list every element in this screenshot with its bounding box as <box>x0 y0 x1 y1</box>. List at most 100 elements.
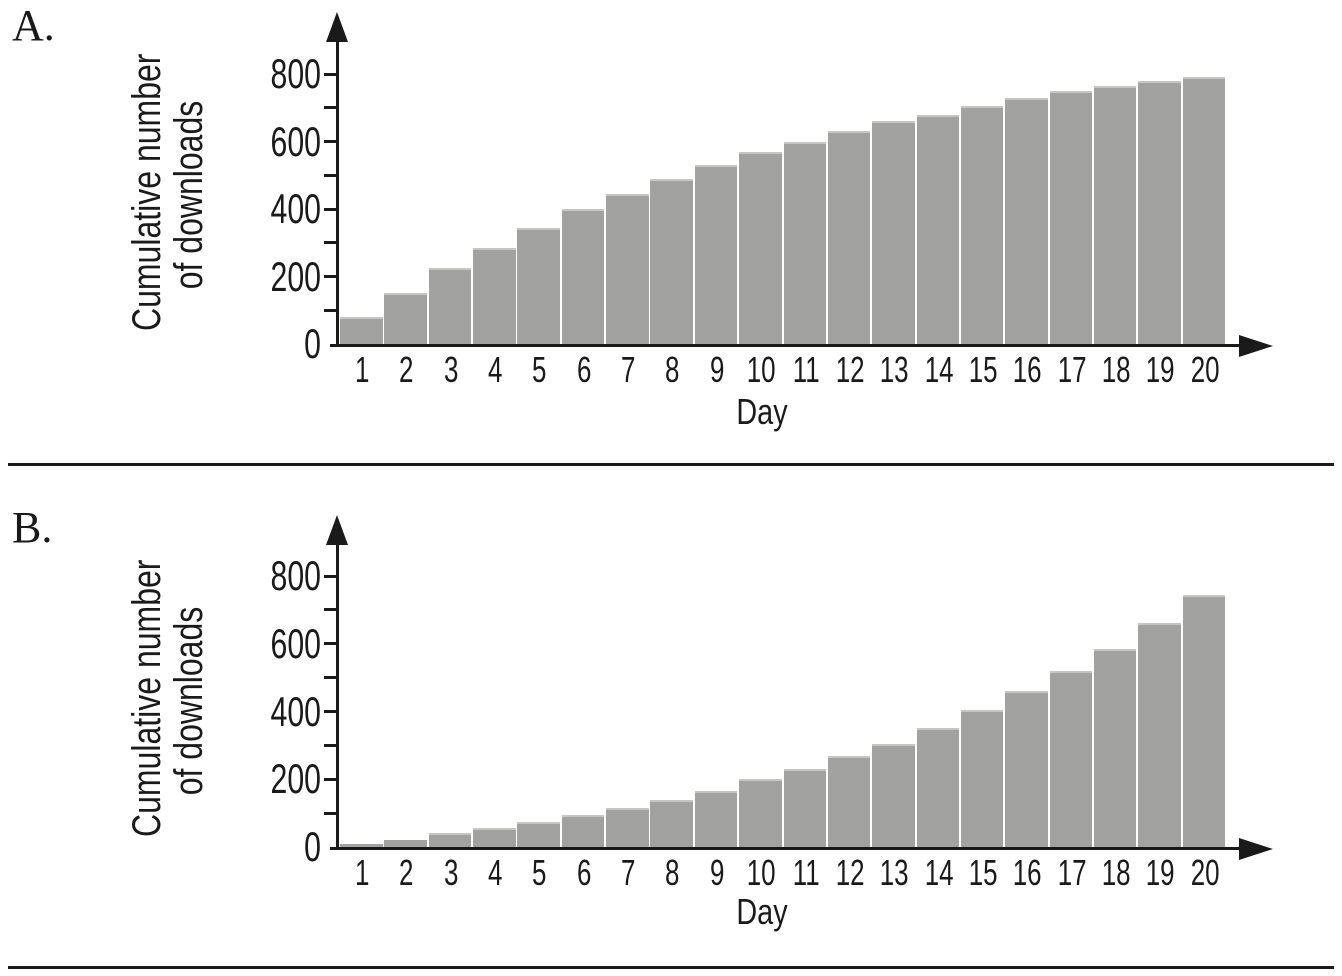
panel-b-x-tick-label-3: 3 <box>443 852 459 893</box>
panel-b-x-tick-label-16: 16 <box>1012 852 1042 893</box>
panel-b-bar-day-3 <box>428 833 472 847</box>
panel-a-x-axis-arrowhead <box>1239 334 1273 357</box>
panel-b-bar-day-12 <box>827 755 871 847</box>
panel-b-bar-day-7 <box>606 808 649 847</box>
panel-a-y-axis-line <box>335 36 339 347</box>
panel-b-x-axis-title: Day <box>736 891 788 932</box>
panel-b-x-tick-label-20: 20 <box>1190 852 1220 893</box>
panel-a-bar-day-11 <box>783 141 826 344</box>
panel-a-y-tick-600 <box>323 140 336 143</box>
panel-a-x-tick-label-8: 8 <box>665 349 680 390</box>
panel-a-bar-day-9 <box>694 165 738 344</box>
panel-b-y-axis-line <box>335 539 339 850</box>
bottom-border-line <box>8 966 1334 969</box>
panel-b-x-axis-arrowhead <box>1239 837 1273 860</box>
panel-a-y-tick-200 <box>323 275 336 278</box>
panel-b-y-tick-label-600: 600 <box>270 619 321 667</box>
panel-a-x-axis-title: Day <box>736 391 788 432</box>
y-axis-title-line1: Cumulative number <box>125 53 169 331</box>
panel-b-x-tick-label-2: 2 <box>399 852 414 893</box>
panel-a-x-axis-line <box>330 344 1241 347</box>
panel-a-x-tick-label-20: 20 <box>1190 349 1220 390</box>
panel-b-x-tick-label-10: 10 <box>746 852 776 893</box>
panel-b-bar-day-15 <box>960 709 1004 847</box>
panel-b-y-axis-arrowhead <box>326 515 348 545</box>
panel-b-x-tick-label-14: 14 <box>924 852 954 893</box>
panel-a-x-tick-label-5: 5 <box>532 349 547 390</box>
panel-a-bar-day-17 <box>1049 90 1093 344</box>
panel-b-x-tick-label-12: 12 <box>835 852 865 893</box>
panel-b-bar-day-16 <box>1005 691 1048 847</box>
panel-a-x-tick-label-6: 6 <box>576 349 592 390</box>
panel-a-y-axis-arrowhead <box>326 12 348 42</box>
panel-a-x-tick-label-9: 9 <box>709 349 725 390</box>
panel-b-y-tick-700 <box>323 608 336 612</box>
panel-a-x-tick-label-16: 16 <box>1012 349 1042 390</box>
panel-a-bar-day-10 <box>739 151 782 344</box>
panel-a-x-tick-label-17: 17 <box>1057 349 1087 390</box>
panel-b-bar-day-18 <box>1093 648 1137 847</box>
panel-b-x-tick-label-9: 9 <box>709 852 725 893</box>
panel-a-bar-day-14 <box>916 114 960 344</box>
panel-a-bar-day-5 <box>517 227 560 344</box>
panel-b-y-tick-200 <box>323 777 336 781</box>
panel-a-x-tick-label-10: 10 <box>746 349 776 390</box>
panel-a-bar-day-16 <box>1005 97 1048 344</box>
panel-b-y-axis-title: Cumulative number of downloads <box>125 559 211 837</box>
panel-b-x-tick-label-7: 7 <box>621 852 636 893</box>
panel-b-x-tick-label-17: 17 <box>1057 852 1087 893</box>
panel-a-y-tick-label-600: 600 <box>270 117 321 165</box>
panel-a-x-tick-label-3: 3 <box>443 349 459 390</box>
panel-a-bar-day-2 <box>384 293 427 344</box>
panel-a-y-tick-700 <box>323 106 336 110</box>
panel-b-bar-day-17 <box>1049 670 1093 847</box>
panel-b-bar-day-1 <box>340 843 383 847</box>
panel-a-label: A. <box>12 1 55 50</box>
panel-a-bar-day-6 <box>561 209 605 344</box>
panel-a-y-tick-label-200: 200 <box>270 252 321 300</box>
panel-a-x-tick-label-1: 1 <box>354 349 370 390</box>
panel-b-bar-day-11 <box>783 769 826 847</box>
y-axis-title-line1: Cumulative number <box>125 559 169 837</box>
panel-b-y-tick-300 <box>323 743 336 747</box>
panel-a-y-tick-500 <box>323 173 336 177</box>
panel-a-y-tick-400 <box>323 207 336 211</box>
panel-b-bar-day-14 <box>916 728 960 847</box>
panel-a-bar-day-18 <box>1093 85 1137 344</box>
panel-a-x-tick-label-12: 12 <box>835 349 865 390</box>
panel-a-y-tick-800 <box>323 72 336 76</box>
panel-b-x-tick-label-8: 8 <box>665 852 680 893</box>
panel-a-x-tick-label-4: 4 <box>488 349 503 390</box>
panel-b-x-tick-label-18: 18 <box>1101 852 1131 893</box>
panel-a-x-tick-label-14: 14 <box>924 349 954 390</box>
panel-b-x-tick-label-13: 13 <box>879 852 909 893</box>
panel-b-y-tick-label-400: 400 <box>270 687 321 735</box>
panel-a-x-tick-label-19: 19 <box>1146 349 1175 390</box>
panel-b-bar-day-6 <box>561 814 605 847</box>
panel-b-x-tick-label-6: 6 <box>576 852 592 893</box>
panel-a-y-tick-label-0: 0 <box>304 320 321 367</box>
panel-b-bar-day-4 <box>473 828 516 847</box>
panel-a-y-tick-label-800: 800 <box>270 50 321 97</box>
panel-b-y-tick-800 <box>323 574 336 578</box>
panel-a-bar-day-15 <box>960 106 1004 344</box>
panel-b-bar-day-2 <box>384 840 427 847</box>
panel-a-x-tick-label-15: 15 <box>968 349 998 390</box>
panel-b-x-tick-label-15: 15 <box>968 852 998 893</box>
y-axis-title-line2: of downloads <box>167 606 211 796</box>
panel-b-x-tick-label-4: 4 <box>488 852 503 893</box>
panel-b-y-tick-500 <box>323 676 336 680</box>
panel-b-x-tick-label-19: 19 <box>1146 852 1175 893</box>
y-axis-title-line2: of downloads <box>167 100 211 290</box>
panel-b-y-tick-label-0: 0 <box>304 823 321 870</box>
panel-a-x-tick-label-11: 11 <box>792 349 820 390</box>
panel-a-y-tick-label-400: 400 <box>270 185 321 232</box>
panel-b-x-tick-label-1: 1 <box>354 852 370 893</box>
panel-a-y-tick-100 <box>323 308 336 312</box>
panel-a-bar-day-3 <box>428 268 472 344</box>
panel-a-x-tick-label-13: 13 <box>879 349 909 390</box>
panel-b-y-tick-600 <box>323 642 336 646</box>
panel-b-y-tick-400 <box>323 710 336 713</box>
panel-a-x-tick-label-18: 18 <box>1101 349 1131 390</box>
